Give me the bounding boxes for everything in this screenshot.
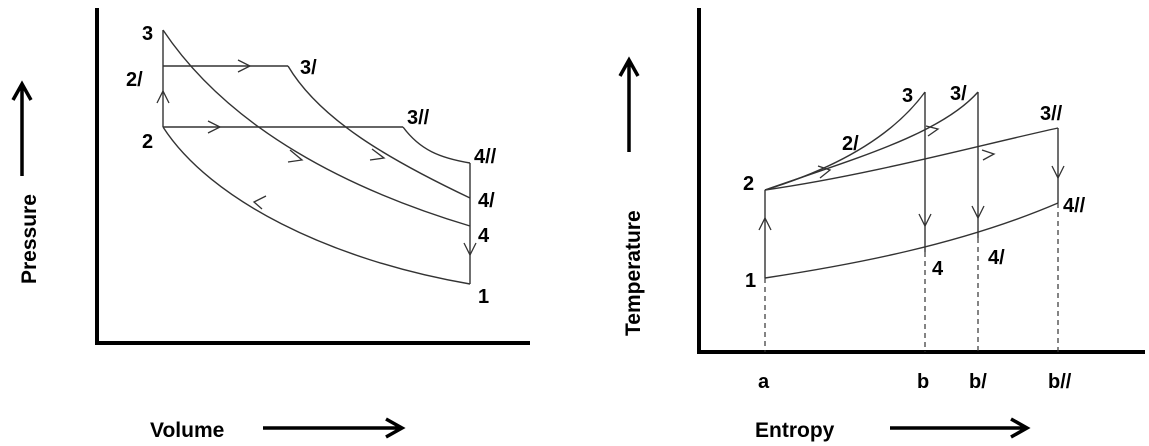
ts-label-2: 2	[743, 173, 754, 195]
ts-label-2p: 2/	[842, 133, 859, 155]
ts-arrow-down-bpp	[1051, 165, 1065, 180]
ts-arrow-down-bp	[971, 205, 985, 220]
ts-label-4: 4	[932, 258, 944, 280]
ts-label-3: 3	[902, 85, 913, 107]
ts-tick-a: a	[758, 371, 770, 393]
ts-arrow-up	[758, 216, 772, 231]
pv-label-2p: 2/	[126, 69, 143, 91]
pv-label-3p: 3/	[300, 57, 317, 79]
pv-label-4: 4	[478, 225, 490, 247]
ts-rejection-curve	[764, 202, 1059, 279]
pv-expansion-3p-4p	[287, 65, 471, 199]
ts-label-4pp: 4//	[1063, 195, 1086, 217]
ts-tick-bpp: b//	[1048, 371, 1072, 393]
ts-diagram: 2 1 2/ 3 3/ 3// 4 4/ 4// a b b/ b// Temp…	[618, 8, 1145, 442]
ts-arrow-down-b	[918, 213, 932, 228]
pv-label-2: 2	[142, 131, 153, 153]
ts-arrow-2-2p	[817, 165, 832, 179]
pv-expansion-3-4	[162, 29, 471, 227]
pv-diagram: 3 2/ 2 3/ 3// 4// 4/ 4 1 Pressure Volume	[11, 8, 530, 442]
pv-label-4p: 4/	[478, 190, 495, 212]
pv-expansion-3pp-4pp	[402, 126, 471, 164]
pv-label-1: 1	[478, 286, 489, 308]
ts-tick-bp: b/	[969, 371, 987, 393]
pv-label-4pp: 4//	[474, 146, 497, 168]
ts-tick-b: b	[917, 371, 929, 393]
pv-label-3pp: 3//	[407, 107, 430, 129]
pv-arrow-right-top	[237, 59, 252, 73]
ts-label-3p: 3/	[950, 83, 967, 105]
pv-y-axis-arrow	[11, 80, 33, 176]
pv-y-axis-label: Pressure	[18, 194, 41, 284]
pv-x-axis-label: Volume	[150, 419, 224, 442]
pv-x-axis-arrow	[263, 417, 406, 439]
pv-arrow-up	[156, 89, 170, 104]
ts-arrow-3p-curve	[925, 125, 940, 137]
ts-x-axis-label: Entropy	[755, 419, 835, 442]
ts-label-1: 1	[745, 270, 756, 292]
pv-arrow-down	[463, 242, 477, 257]
pv-arrow-exp-3-4	[287, 149, 304, 163]
ts-y-axis-label: Temperature	[622, 210, 645, 336]
ts-heat-2-3pp	[764, 127, 1059, 191]
pv-arrow-exp-3p-4p	[369, 148, 386, 161]
ts-label-4p: 4/	[988, 247, 1005, 269]
ts-label-3pp: 3//	[1040, 103, 1063, 125]
ts-x-axis-arrow	[890, 417, 1031, 439]
pv-compression-curve	[162, 126, 471, 285]
pv-label-3: 3	[142, 23, 153, 45]
pv-arrow-compression	[252, 195, 267, 210]
ts-arrow-3pp-curve	[981, 149, 996, 161]
ts-heat-2-3p	[764, 91, 979, 191]
ts-y-axis-arrow	[618, 56, 640, 152]
pv-arrow-right-mid	[207, 120, 222, 134]
